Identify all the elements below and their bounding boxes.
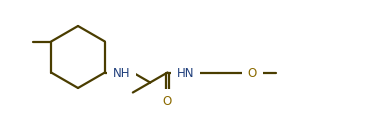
Text: HN: HN (177, 66, 194, 79)
Text: NH: NH (113, 66, 131, 79)
Text: O: O (163, 95, 172, 108)
Text: O: O (248, 66, 257, 79)
